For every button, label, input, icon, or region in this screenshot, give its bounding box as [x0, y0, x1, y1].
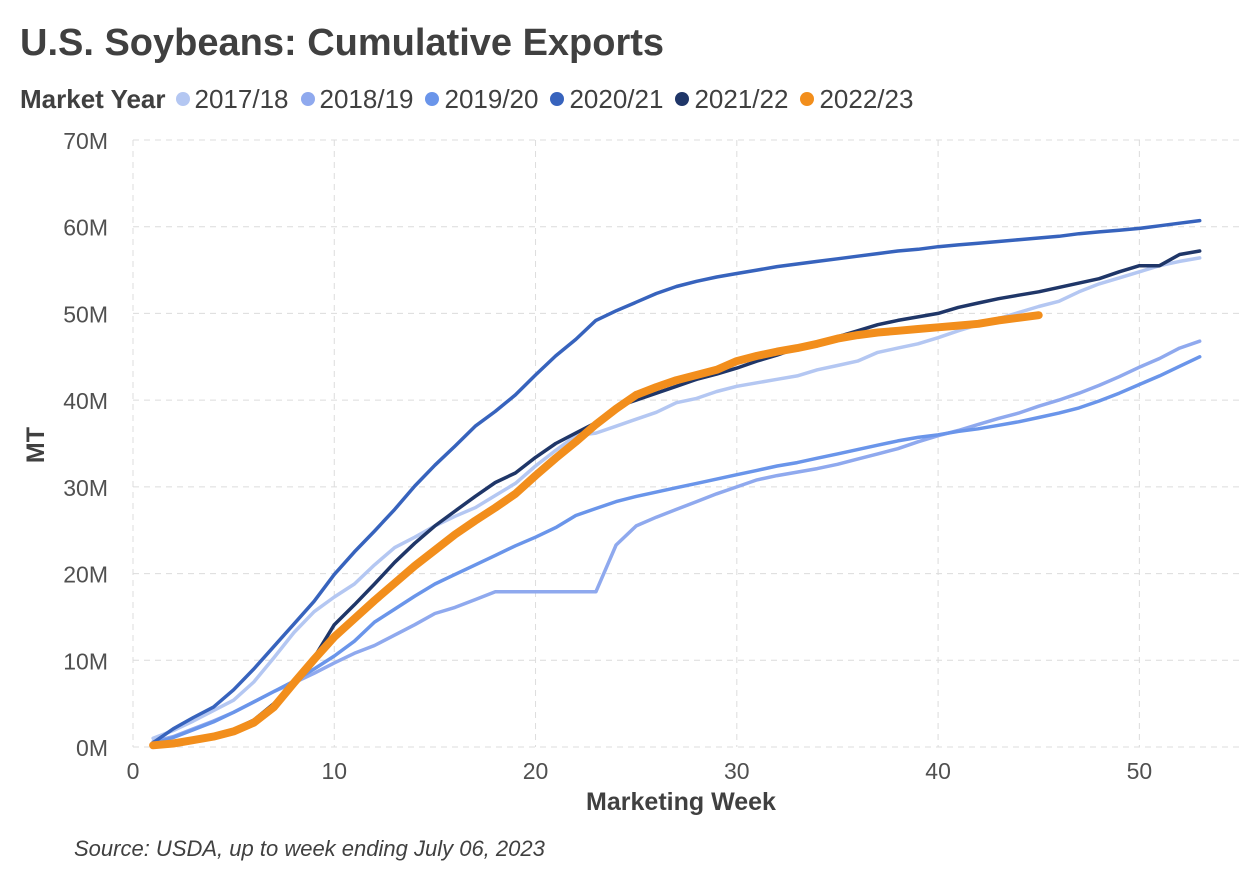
y-tick-label: 30M [63, 475, 108, 501]
legend-item-2022-23: 2022/23 [800, 84, 913, 115]
y-tick-label: 60M [63, 215, 108, 241]
legend-label: 2021/22 [694, 83, 789, 114]
legend-item-2020-21: 2020/21 [550, 84, 663, 115]
series-line-2022-23 [149, 311, 1043, 750]
legend: Market Year 2017/18 2018/19 2019/20 2020/21… [20, 84, 925, 114]
legend-marker [175, 92, 190, 106]
y-axis: 0M 10M 20M 30M 40M 50M 60M 70M [63, 128, 108, 761]
y-tick-label: 50M [63, 301, 108, 327]
y-tick-label: 70M [63, 128, 108, 154]
legend-label: 2017/18 [194, 83, 289, 114]
x-tick-label: 0 [127, 758, 140, 784]
source-note: Source: USDA, up to week ending July 06,… [74, 836, 545, 861]
legend-marker [800, 92, 815, 106]
legend-marker [300, 92, 315, 106]
grid [132, 139, 1240, 748]
x-tick-label: 30 [724, 758, 750, 784]
y-axis-label: MT [22, 427, 50, 463]
legend-label: 2022/23 [819, 83, 914, 114]
series-line-2018-19 [151, 339, 1202, 744]
legend-label: 2018/19 [319, 83, 414, 114]
x-tick-label: 10 [321, 758, 347, 784]
x-axis-label: Marketing Week [586, 788, 776, 816]
legend-item-2017-18: 2017/18 [175, 83, 289, 115]
legend-item-2018-19: 2018/19 [300, 83, 414, 115]
legend-title: Market Year [20, 83, 166, 114]
legend-item-2019-20: 2019/20 [425, 84, 538, 115]
legend-label: 2020/21 [569, 83, 664, 114]
x-tick-label: 40 [925, 758, 951, 784]
chart-title: U.S. Soybeans: Cumulative Exports [20, 22, 665, 64]
x-tick-label: 50 [1127, 758, 1153, 784]
y-tick-label: 0M [76, 735, 108, 761]
legend-label: 2019/20 [444, 83, 539, 114]
legend-marker [425, 92, 440, 106]
series-line-2020-21 [151, 218, 1202, 745]
series-line-2021-22 [151, 249, 1202, 748]
legend-marker [550, 92, 565, 106]
legend-marker [675, 92, 690, 106]
y-tick-label: 10M [63, 648, 108, 674]
series-line-2019-20 [151, 355, 1202, 746]
y-tick-label: 40M [63, 388, 108, 414]
y-tick-label: 20M [63, 562, 108, 588]
x-axis: 0 10 20 30 40 50 [127, 758, 1153, 784]
legend-item-2021-22: 2021/22 [675, 84, 788, 115]
series-group [149, 218, 1202, 750]
series-line-2017-18 [151, 256, 1202, 741]
x-tick-label: 20 [523, 758, 549, 784]
